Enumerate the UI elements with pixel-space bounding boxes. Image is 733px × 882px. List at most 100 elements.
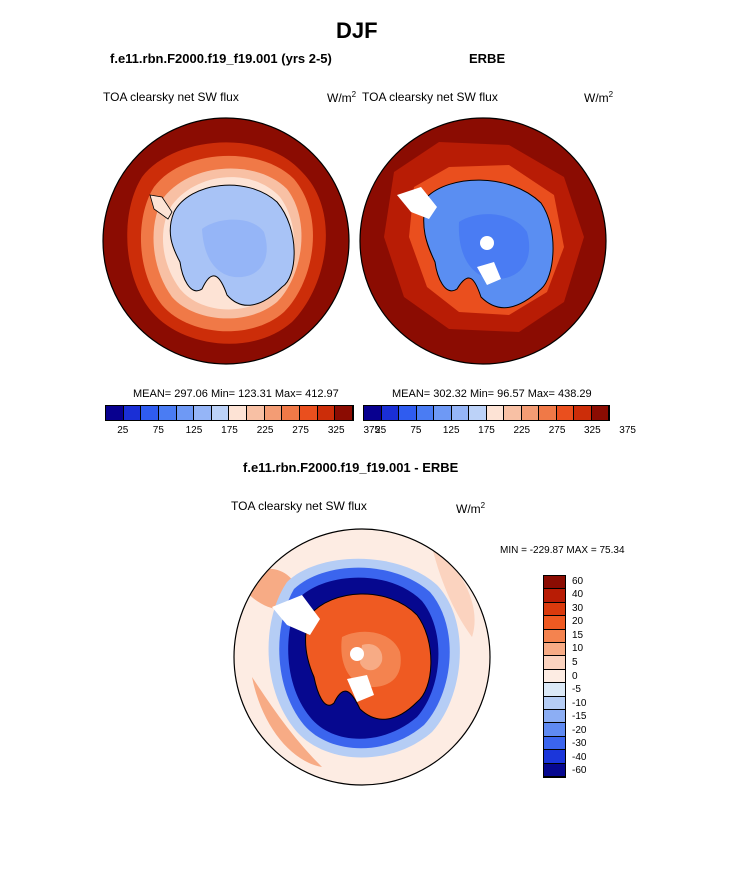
obs-units-label: W/m2 <box>584 90 614 105</box>
colorbar-swatch <box>451 406 469 420</box>
model-panel-header: f.e11.rbn.F2000.f19_f19.001 (yrs 2-5) <box>110 51 332 66</box>
colorbar-tick-label: 325 <box>584 425 601 436</box>
obs-panel-header: ERBE <box>469 51 506 66</box>
colorbar-swatch <box>141 406 159 420</box>
model-variable-label: TOA clearsky net SW flux <box>103 90 239 104</box>
colorbar-tick-label: 75 <box>152 425 164 436</box>
obs-variable-label: TOA clearsky net SW flux <box>362 90 498 104</box>
diff-colorbar <box>543 575 566 778</box>
colorbar-swatch <box>544 629 565 644</box>
colorbar-tick-label: -40 <box>572 751 587 763</box>
model-stats: MEAN= 297.06 Min= 123.31 Max= 412.97 <box>133 388 339 400</box>
colorbar-tick-label: -15 <box>572 711 587 723</box>
missing-data <box>347 675 374 702</box>
figure-title: DJF <box>336 18 378 43</box>
colorbar-swatch <box>469 406 487 420</box>
colorbar-tick-label: 125 <box>442 425 460 436</box>
model-polar-map <box>102 117 350 365</box>
colorbar-swatch <box>574 406 592 420</box>
colorbar-tick-label: 175 <box>478 425 495 436</box>
colorbar-tick-label: 375 <box>363 425 381 436</box>
colorbar-tick-label: 225 <box>256 425 274 436</box>
colorbar-swatch <box>317 406 336 420</box>
diff-colorbar-labels: 60 40 30 20 15 10 5 0 -5 -10 -15 -20 -30 -40 -60 <box>572 575 612 778</box>
colorbar-tick-label: 275 <box>548 425 566 436</box>
colorbar-tick-label: 75 <box>410 425 422 436</box>
colorbar-swatch <box>335 406 353 420</box>
model-colorbar <box>105 405 354 421</box>
diff-units-label: W/m2 <box>456 501 486 516</box>
map-border <box>359 117 607 365</box>
colorbar-swatch <box>544 669 565 684</box>
plateau-band <box>458 214 530 280</box>
diff-minmax: MIN = -229.87 MAX = 75.34 <box>500 545 625 556</box>
colorbar-swatch <box>544 602 565 617</box>
colorbar-tick-label: 30 <box>572 602 584 614</box>
colorbar-swatch <box>556 406 574 420</box>
colorbar-swatch <box>300 406 318 420</box>
colorbar-tick-label: -60 <box>572 765 587 777</box>
colorbar-swatch <box>194 406 212 420</box>
plateau-band <box>360 643 383 671</box>
colorbar-tick-label: 275 <box>292 425 309 436</box>
colorbar-swatch <box>544 736 565 751</box>
colorbar-tick-label: 10 <box>572 643 584 655</box>
diff-polar-map <box>233 528 491 786</box>
colorbar-tick-label: 15 <box>572 629 584 641</box>
colorbar-swatch <box>211 406 230 420</box>
pole-hole <box>480 236 494 250</box>
colorbar-swatch <box>416 406 434 420</box>
colorbar-tick-label: 40 <box>572 589 584 601</box>
obs-stats: MEAN= 302.32 Min= 96.57 Max= 438.29 <box>392 388 592 400</box>
colorbar-swatch <box>106 406 124 420</box>
obs-colorbar <box>363 405 610 421</box>
missing-data <box>477 262 501 285</box>
colorbar-tick-label: 5 <box>572 656 578 668</box>
colorbar-swatch <box>544 589 565 603</box>
colorbar-tick-label: -10 <box>572 697 587 709</box>
plateau-band <box>202 219 267 278</box>
colorbar-swatch <box>591 406 609 420</box>
map-border <box>233 528 491 786</box>
colorbar-swatch <box>176 406 195 420</box>
model-colorbar-labels: 25 75 125 175 225 275 325 375 <box>105 425 380 437</box>
colorbar-swatch <box>264 406 283 420</box>
colorbar-tick-label: 25 <box>375 425 387 436</box>
colorbar-tick-label: 0 <box>572 670 578 682</box>
colorbar-swatch <box>158 406 177 420</box>
colorbar-tick-label: -5 <box>572 684 581 696</box>
colorbar-tick-label: 375 <box>619 425 636 436</box>
colorbar-tick-label: -30 <box>572 738 587 750</box>
colorbar-swatch <box>486 406 504 420</box>
colorbar-swatch <box>229 406 248 420</box>
colorbar-tick-label: 20 <box>572 616 584 628</box>
colorbar-swatch <box>544 750 565 764</box>
colorbar-tick-label: 60 <box>572 575 584 587</box>
obs-polar-map <box>359 117 607 365</box>
colorbar-tick-label: -20 <box>572 724 587 736</box>
contour-band <box>432 547 475 637</box>
colorbar-swatch <box>544 696 565 711</box>
colorbar-swatch <box>539 406 557 420</box>
colorbar-swatch <box>544 683 565 697</box>
diff-variable-label: TOA clearsky net SW flux <box>231 499 367 513</box>
model-units-label: W/m2 <box>327 90 357 105</box>
colorbar-swatch <box>544 723 565 737</box>
colorbar-swatch <box>381 406 399 420</box>
colorbar-swatch <box>504 406 522 420</box>
colorbar-tick-label: 325 <box>327 425 345 436</box>
colorbar-tick-label: 25 <box>117 425 129 436</box>
colorbar-tick-label: 125 <box>185 425 203 436</box>
pole-hole <box>350 647 364 661</box>
colorbar-swatch <box>123 406 142 420</box>
obs-colorbar-labels: 25 75 125 175 225 275 325 375 <box>363 425 636 437</box>
colorbar-swatch <box>544 710 565 724</box>
colorbar-swatch <box>247 406 265 420</box>
colorbar-swatch <box>544 576 565 590</box>
colorbar-swatch <box>544 616 565 630</box>
colorbar-swatch <box>544 656 565 670</box>
colorbar-swatch <box>544 763 565 778</box>
colorbar-swatch <box>521 406 539 420</box>
missing-data <box>397 187 437 219</box>
colorbar-tick-label: 175 <box>221 425 238 436</box>
